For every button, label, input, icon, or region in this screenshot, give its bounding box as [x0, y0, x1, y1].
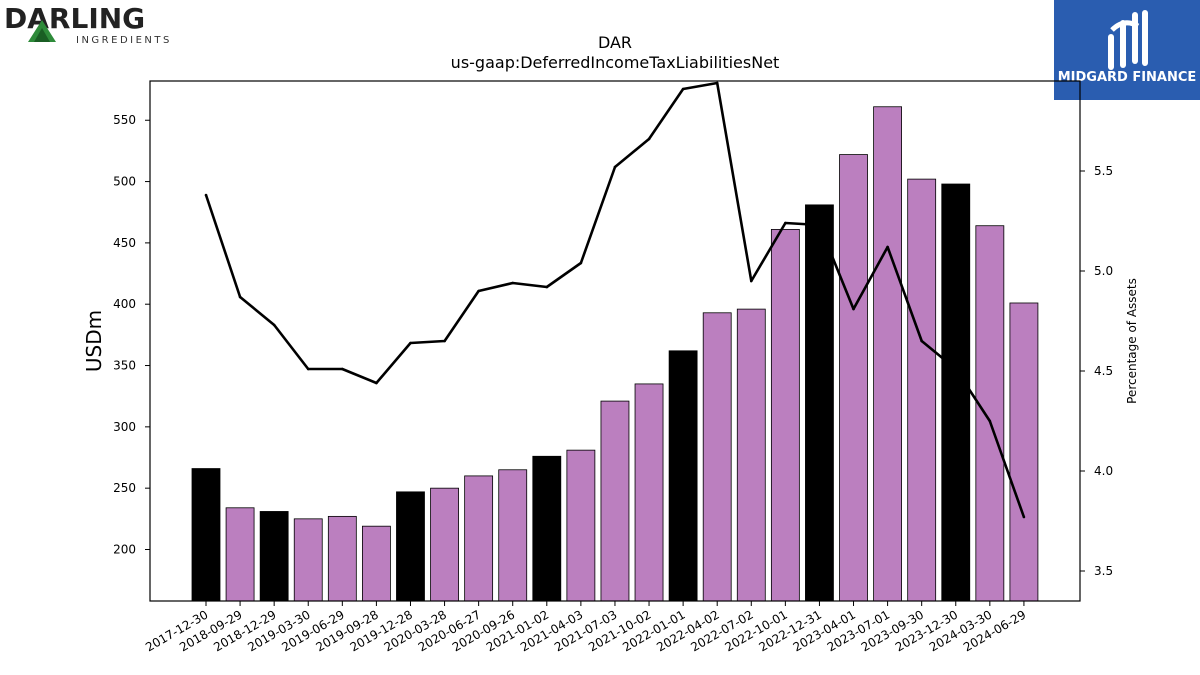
bar-series [191, 106, 1039, 602]
line-point [272, 323, 276, 327]
line-point [886, 245, 889, 249]
line-point [647, 137, 651, 141]
bar [805, 204, 834, 602]
bar [225, 507, 255, 602]
bar [941, 183, 971, 602]
line-point [375, 381, 378, 385]
y-tick-label: 250 [113, 481, 136, 495]
chart-subtitle: us-gaap:DeferredIncomeTaxLiabilitiesNet [451, 53, 780, 72]
bar [600, 400, 630, 602]
bar [293, 518, 323, 602]
y-tick-label: 550 [113, 113, 136, 127]
bar [634, 383, 664, 602]
darling-logo-wordmark: DARLING [4, 2, 145, 35]
bar [975, 225, 1005, 602]
y-axis-label: USDm [82, 310, 106, 372]
line-point [613, 165, 617, 169]
line-point [784, 221, 787, 225]
line-point [306, 367, 310, 371]
y-axis-left: 200 250 300 350 400 450 500 550 [113, 113, 150, 556]
line-point [409, 341, 412, 345]
y2-tick-label: 4.0 [1094, 464, 1113, 478]
line-point [204, 193, 208, 197]
line-point [579, 261, 583, 265]
line-series [204, 81, 1026, 519]
midgard-logo-wordmark: MIDGARD FINANCE [1058, 70, 1197, 85]
bar [1009, 302, 1039, 602]
line-point [681, 87, 685, 91]
y2-tick-label: 4.5 [1094, 364, 1113, 378]
y-axis-right: 3.5 4.0 4.5 5.0 5.5 [1080, 164, 1113, 578]
line-point [954, 367, 958, 371]
midgard-logo-mark [1108, 10, 1148, 70]
line-point [238, 295, 242, 299]
y2-tick-label: 5.5 [1094, 164, 1113, 178]
y2-tick-label: 3.5 [1094, 564, 1113, 578]
y-tick-label: 450 [113, 236, 136, 250]
darling-logo: DARLING INGREDIENTS [4, 2, 174, 48]
bar [668, 350, 698, 602]
line-point [545, 285, 549, 289]
chart-title: DAR [598, 33, 632, 52]
bar [566, 449, 596, 602]
line-point [477, 289, 480, 293]
bar [464, 475, 494, 602]
y-tick-label: 200 [113, 542, 136, 556]
line-point [749, 279, 753, 283]
bar [396, 491, 425, 602]
bar [532, 455, 562, 602]
y-tick-label: 300 [113, 420, 136, 434]
bar [839, 154, 868, 602]
bar [873, 106, 902, 602]
line-point [511, 281, 515, 285]
bar [736, 308, 766, 602]
line-point [852, 307, 855, 311]
bar [327, 515, 357, 602]
y-tick-label: 350 [113, 359, 136, 373]
bar [361, 525, 391, 602]
line-point [920, 339, 923, 343]
bar [259, 511, 289, 602]
bar [770, 228, 800, 602]
line-point [818, 223, 821, 227]
darling-logo-tagline: INGREDIENTS [76, 35, 172, 46]
y-tick-label: 400 [113, 297, 136, 311]
line-point [1022, 515, 1026, 519]
line-point [443, 339, 446, 343]
bar [430, 487, 459, 602]
y2-axis-label: Percentage of Assets [1125, 278, 1139, 404]
line-point [715, 81, 719, 85]
midgard-finance-logo: MIDGARD FINANCE [1054, 0, 1200, 100]
bar [702, 312, 732, 602]
bar [907, 178, 937, 602]
x-axis: 2017-12-302018-09-292018-12-292019-03-30… [143, 601, 1028, 654]
line-point [341, 367, 344, 371]
y-tick-label: 500 [113, 175, 136, 189]
line-point [988, 419, 992, 423]
y2-tick-label: 5.0 [1094, 264, 1113, 278]
bar [191, 468, 221, 602]
bar [498, 469, 528, 602]
